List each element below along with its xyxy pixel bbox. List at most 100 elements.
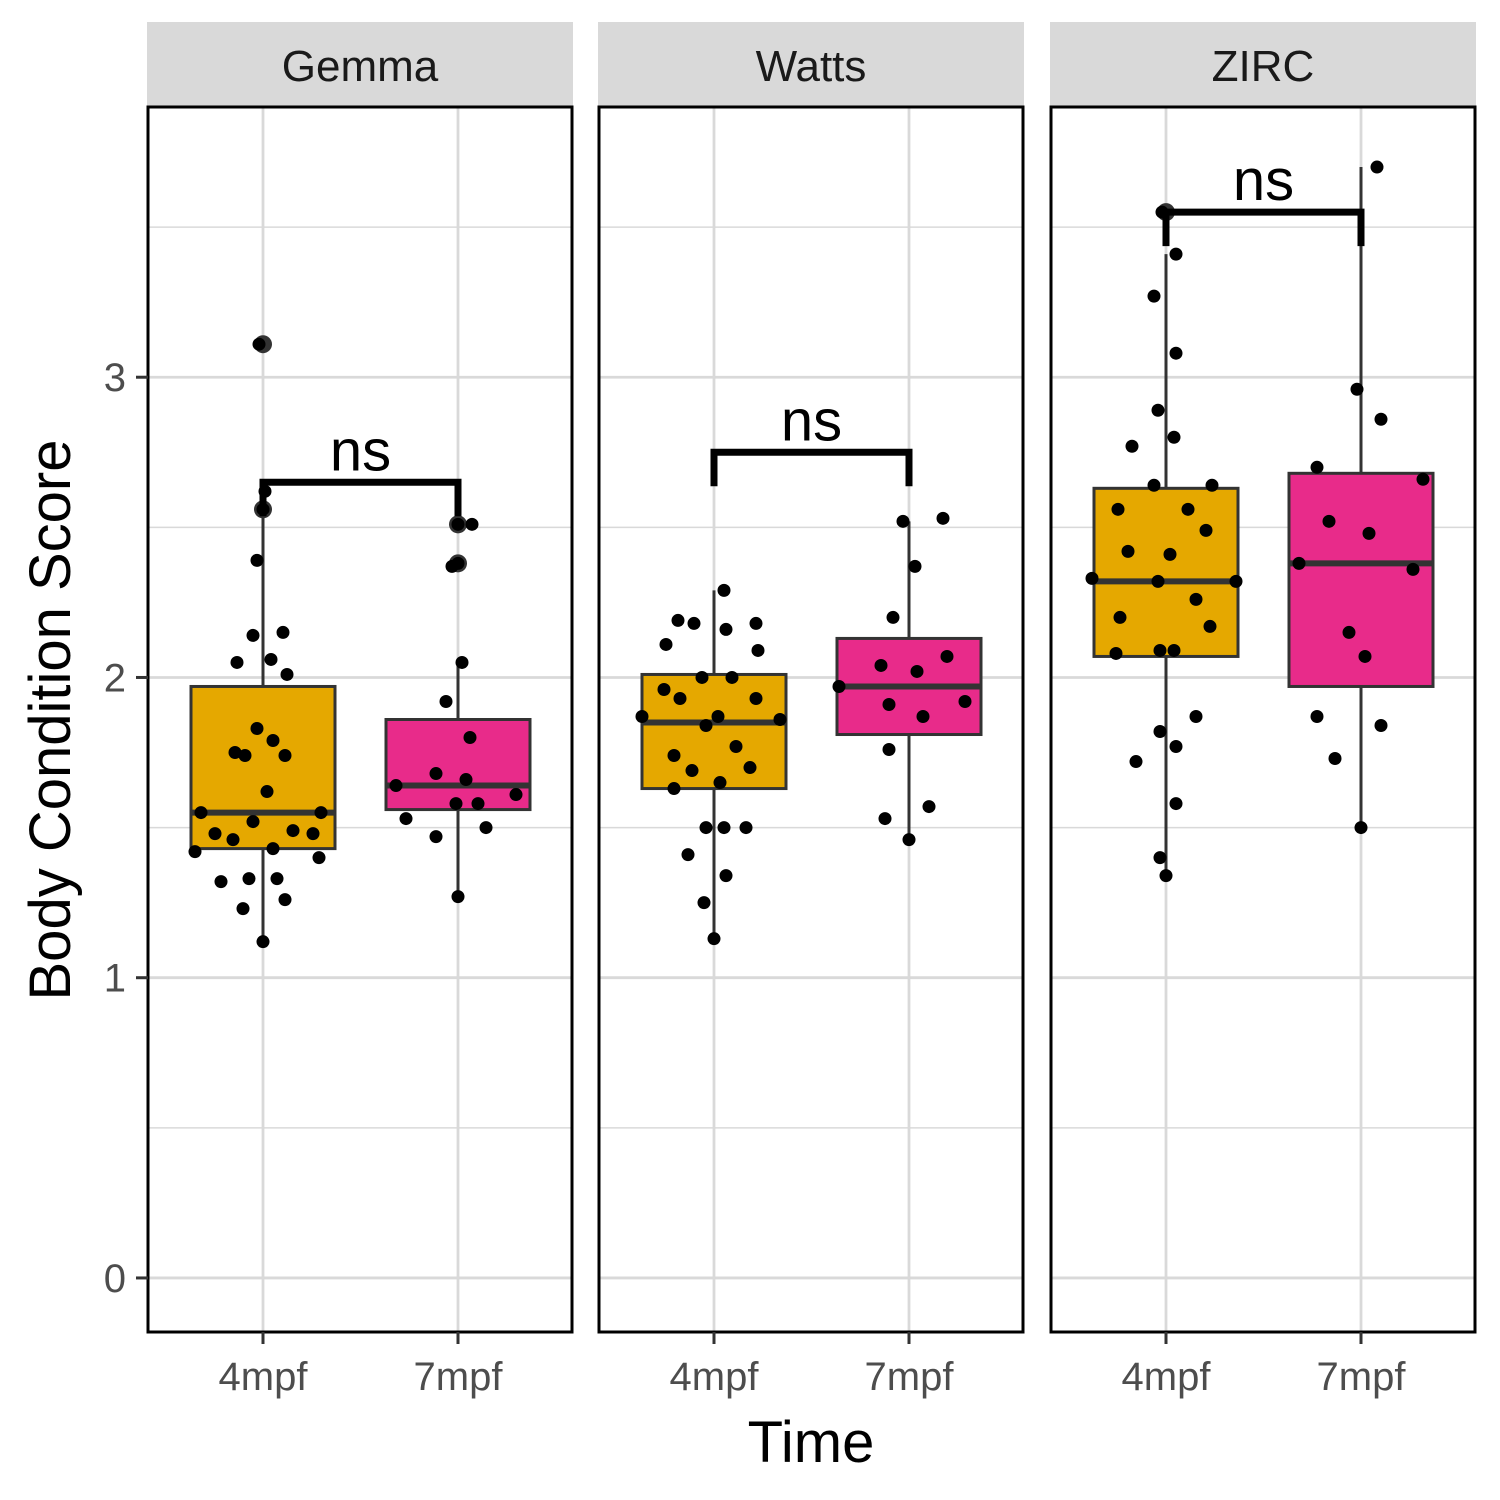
- panel-border: [146, 105, 574, 1334]
- strip-background: [598, 22, 1024, 107]
- data-point: [509, 788, 523, 802]
- data-point: [1374, 412, 1388, 426]
- data-point: [749, 616, 763, 630]
- data-point: [667, 749, 681, 763]
- data-point: [751, 643, 765, 657]
- significance-label: ns: [330, 418, 391, 483]
- data-point: [695, 670, 709, 684]
- data-point: [1085, 571, 1099, 585]
- data-point: [459, 773, 473, 787]
- data-point: [1342, 625, 1356, 639]
- data-point: [739, 821, 753, 835]
- box-7mpf: [1287, 160, 1435, 835]
- strip-background: [1050, 22, 1476, 107]
- data-point: [1153, 851, 1167, 865]
- data-point: [707, 932, 721, 946]
- data-point: [312, 851, 326, 865]
- data-point: [439, 694, 453, 708]
- data-point: [194, 806, 208, 820]
- data-point: [1109, 646, 1123, 660]
- data-point: [717, 821, 731, 835]
- data-point: [1125, 439, 1139, 453]
- data-point: [1163, 547, 1177, 561]
- data-point: [685, 764, 699, 778]
- data-point: [445, 559, 459, 573]
- data-point: [260, 785, 274, 799]
- data-point: [451, 890, 465, 904]
- box-7mpf: [832, 511, 983, 847]
- data-point: [451, 517, 465, 531]
- x-axis-title: Time: [748, 1410, 875, 1475]
- data-point: [471, 797, 485, 811]
- data-point: [389, 779, 403, 793]
- data-point: [314, 806, 328, 820]
- data-point: [429, 767, 443, 781]
- data-point: [230, 655, 244, 669]
- data-point: [465, 517, 479, 531]
- data-point: [713, 776, 727, 790]
- data-point: [671, 613, 685, 627]
- y-tick-label: 1: [104, 957, 126, 1001]
- data-point: [699, 821, 713, 835]
- data-point: [228, 746, 242, 760]
- data-point: [1121, 544, 1135, 558]
- x-tick-label: 4mpf: [1122, 1355, 1212, 1399]
- data-point: [749, 691, 763, 705]
- data-point: [455, 655, 469, 669]
- data-point: [743, 761, 757, 775]
- data-point: [1362, 526, 1376, 540]
- box-7mpf: [384, 515, 532, 904]
- data-point: [1229, 574, 1243, 588]
- data-point: [896, 514, 910, 528]
- bracket-line: [1162, 208, 1365, 247]
- x-tick-label: 4mpf: [670, 1355, 760, 1399]
- data-point: [1199, 523, 1213, 537]
- panel-border: [597, 105, 1025, 1334]
- data-point: [673, 691, 687, 705]
- box-4mpf: [188, 335, 337, 949]
- data-point: [659, 637, 673, 651]
- box-body: [384, 718, 532, 812]
- data-point: [479, 821, 493, 835]
- data-point: [922, 800, 936, 814]
- data-point: [270, 872, 284, 886]
- box-4mpf: [635, 583, 788, 946]
- data-point: [399, 812, 413, 826]
- data-point: [250, 553, 264, 567]
- data-point: [278, 893, 292, 907]
- y-tick-label: 0: [104, 1257, 126, 1301]
- data-point: [1310, 709, 1324, 723]
- strip-background: [147, 22, 573, 107]
- data-point: [882, 743, 896, 757]
- data-point: [429, 830, 443, 844]
- data-point: [1129, 755, 1143, 769]
- data-point: [1151, 403, 1165, 417]
- data-point: [1189, 592, 1203, 606]
- data-point: [1159, 869, 1173, 883]
- strip-label: Gemma: [282, 42, 439, 91]
- data-point: [657, 682, 671, 696]
- data-point: [246, 628, 260, 642]
- x-tick-label: 7mpf: [865, 1355, 955, 1399]
- data-point: [916, 709, 930, 723]
- data-point: [1370, 160, 1384, 174]
- data-point: [238, 749, 252, 763]
- data-point: [250, 722, 264, 736]
- box-body: [640, 672, 788, 791]
- data-point: [719, 622, 733, 636]
- data-point: [832, 679, 846, 693]
- strip-label: ZIRC: [1212, 42, 1315, 91]
- data-point: [1406, 562, 1420, 576]
- data-point: [1189, 709, 1203, 723]
- data-point: [717, 583, 731, 597]
- facet-panel-watts: Watts ns 4mpf 7mpf: [597, 22, 1025, 1399]
- data-point: [1310, 460, 1324, 474]
- data-point: [266, 842, 280, 856]
- facet-panel-gemma: Gemma ns 4mpf 7mpf: [146, 22, 574, 1399]
- data-point: [1416, 472, 1430, 486]
- data-point: [878, 812, 892, 826]
- data-point: [264, 652, 278, 666]
- y-axis-title: Body Condition Score: [18, 440, 83, 1001]
- data-point: [1147, 478, 1161, 492]
